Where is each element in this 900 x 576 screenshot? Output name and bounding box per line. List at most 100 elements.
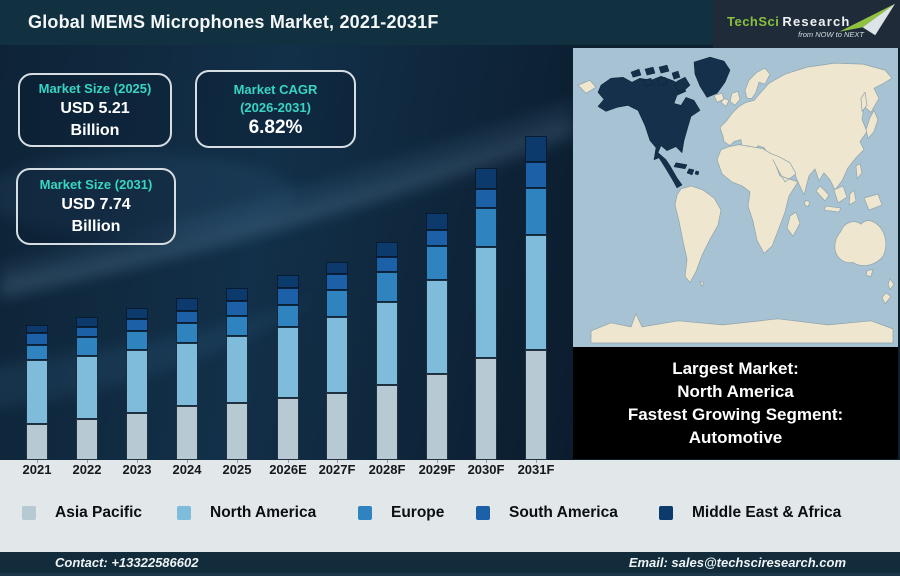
segment-europe: [525, 188, 547, 235]
x-axis-label-2023: 2023: [122, 462, 152, 477]
largest-market-value: North America: [677, 382, 794, 401]
segment-south-america: [376, 257, 398, 272]
stacked-bar-chart: [0, 45, 573, 460]
x-axis-label-2030f: 2030F: [467, 462, 505, 477]
techsci-logo: TechSci Research from NOW to NEXT: [713, 0, 900, 48]
bar-2030f: [475, 168, 497, 460]
axis-tick: [288, 460, 289, 463]
chart-background: [0, 45, 573, 460]
segment-north-america: [176, 343, 198, 406]
segment-north-america: [76, 356, 98, 419]
stat-value: USD 7.74: [61, 196, 131, 213]
segment-south-america: [176, 311, 198, 323]
axis-tick: [387, 460, 388, 463]
segment-europe: [277, 305, 299, 327]
bar-2021: [26, 325, 48, 460]
segment-europe: [126, 331, 148, 350]
segment-middle-east-africa: [277, 275, 299, 288]
segment-europe: [376, 272, 398, 302]
x-axis-label-2024: 2024: [172, 462, 202, 477]
stat-title: Market Size (2025): [38, 80, 152, 96]
bar-2024: [176, 298, 198, 460]
segment-middle-east-africa: [475, 168, 497, 189]
axis-tick: [337, 460, 338, 463]
x-axis-label-2026e: 2026E: [269, 462, 307, 477]
axis-tick: [87, 460, 88, 463]
legend-item-south-america: South America: [476, 504, 618, 522]
legend-label-south-america: South America: [509, 504, 618, 521]
segment-middle-east-africa: [525, 136, 547, 162]
segment-europe: [76, 337, 98, 356]
fastest-segment-value: Automotive: [688, 428, 783, 447]
segment-north-america: [376, 302, 398, 385]
x-axis-label-2027f: 2027F: [318, 462, 356, 477]
segment-middle-east-africa: [376, 242, 398, 257]
segment-asia-pacific: [376, 385, 398, 460]
segment-south-america: [126, 319, 148, 331]
segment-north-america: [525, 235, 547, 350]
stat-value: USD 5.21: [60, 99, 130, 117]
fastest-segment-label: Fastest Growing Segment:: [627, 405, 844, 424]
segment-middle-east-africa: [226, 288, 248, 301]
logo-wordmark: TechSci Research: [727, 14, 851, 29]
segment-asia-pacific: [126, 413, 148, 460]
stat-subtitle: (2026-2031): [240, 99, 311, 115]
legend-swatch-europe: [358, 506, 372, 520]
legend-label-asia-pacific: Asia Pacific: [55, 504, 143, 521]
x-axis-label-2028f: 2028F: [368, 462, 406, 477]
segment-asia-pacific: [176, 406, 198, 460]
x-axis-label-2025: 2025: [222, 462, 252, 477]
logo-brand-secondary: Research: [782, 14, 851, 29]
segment-north-america: [226, 336, 248, 403]
segment-north-america: [26, 360, 48, 424]
axis-tick: [37, 460, 38, 463]
stat-unit: Billion: [71, 218, 121, 235]
legend-label-middle-east-africa: Middle East & Africa: [692, 504, 842, 521]
legend-item-middle-east-africa: Middle East & Africa: [659, 504, 841, 522]
stat-card-market-size-2025: Market Size (2025) USD 5.21 Billion: [18, 73, 172, 147]
logo-brand-primary: TechSci: [727, 14, 780, 29]
page-title: Global MEMS Microphones Market, 2021-203…: [28, 12, 439, 32]
largest-market-label: Largest Market:: [672, 359, 799, 378]
axis-tick: [437, 460, 438, 463]
segment-middle-east-africa: [426, 213, 448, 230]
email-info: Email: sales@techsciresearch.com: [628, 555, 846, 570]
x-axis-label-2029f: 2029F: [418, 462, 456, 477]
segment-europe: [475, 208, 497, 247]
stat-unit: Billion: [70, 121, 120, 139]
segment-asia-pacific: [277, 398, 299, 460]
chart-legend: Asia Pacific North America Europe South Ame…: [0, 504, 900, 524]
legend-item-north-america: North America: [177, 504, 316, 522]
stat-card-cagr: Market CAGR (2026-2031) 6.82%: [195, 70, 356, 148]
segment-north-america: [326, 317, 348, 393]
segment-south-america: [277, 288, 299, 305]
axis-band: Asia Pacific North America Europe South Ame…: [0, 460, 900, 552]
segment-asia-pacific: [426, 374, 448, 460]
segment-south-america: [326, 274, 348, 290]
legend-item-asia-pacific: Asia Pacific: [22, 504, 142, 522]
x-axis-label-2022: 2022: [72, 462, 102, 477]
wave-decoration: [0, 100, 573, 409]
bar-2029f: [426, 213, 448, 460]
segment-south-america: [226, 301, 248, 316]
logo-arrow-icon: [839, 3, 895, 36]
stat-title: Market CAGR: [233, 81, 318, 97]
segment-asia-pacific: [76, 419, 98, 460]
segment-north-america: [475, 247, 497, 358]
highlight-info-box: Largest Market: North America Fastest Gr…: [573, 347, 898, 459]
legend-label-europe: Europe: [391, 504, 445, 521]
segment-asia-pacific: [326, 393, 348, 460]
axis-tick: [486, 460, 487, 463]
segment-south-america: [426, 230, 448, 246]
segment-south-america: [76, 327, 98, 337]
segment-asia-pacific: [525, 350, 547, 460]
bar-2023: [126, 308, 148, 460]
segment-europe: [176, 323, 198, 343]
axis-tick: [237, 460, 238, 463]
contact-info: Contact: +13322586602: [55, 555, 199, 570]
segment-europe: [426, 246, 448, 280]
bar-2027f: [326, 262, 348, 460]
segment-asia-pacific: [26, 424, 48, 460]
legend-swatch-middle-east-africa: [659, 506, 673, 520]
